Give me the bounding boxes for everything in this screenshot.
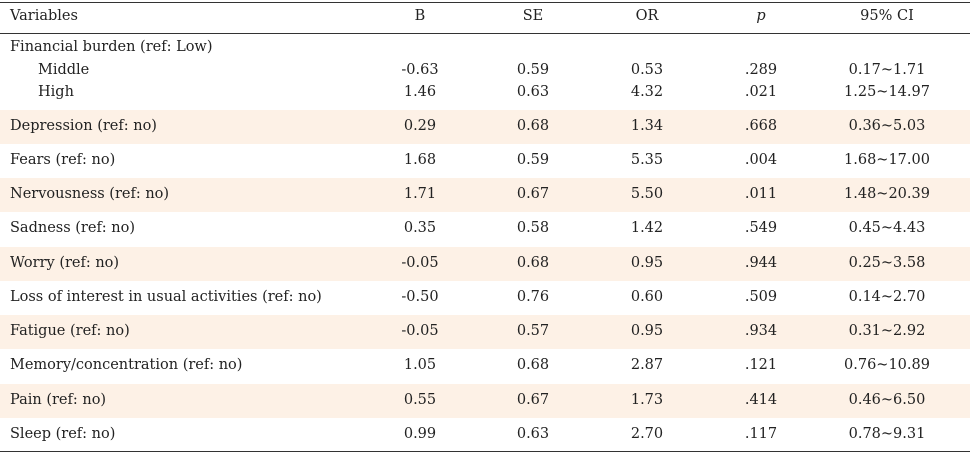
cell-ci: 0.78~9.31 — [832, 426, 942, 442]
cell-ci: 0.36~5.03 — [832, 118, 942, 134]
cell-or: 1.34 — [602, 118, 692, 134]
table-top-rule — [0, 2, 970, 3]
table-row: Fears (ref: no) 1.68 0.59 5.35 .004 1.68… — [0, 144, 970, 178]
cell-or: 0.60 — [602, 289, 692, 305]
cell-p: .934 — [716, 323, 806, 339]
cell-or: 5.35 — [602, 152, 692, 168]
row-label: Pain (ref: no) — [10, 392, 106, 408]
row-label: Sleep (ref: no) — [10, 426, 115, 442]
table-row-financial-group: Financial burden (ref: Low) — [0, 39, 970, 61]
row-label: Financial burden (ref: Low) — [10, 39, 213, 55]
cell-p: .011 — [716, 186, 806, 202]
cell-p: .021 — [716, 84, 806, 100]
table-row: Nervousness (ref: no) 1.71 0.67 5.50 .01… — [0, 178, 970, 212]
cell-b: -0.50 — [375, 289, 465, 305]
table-row-financial-high: High 1.46 0.63 4.32 .021 1.25~14.97 — [0, 84, 970, 106]
cell-ci: 1.25~14.97 — [832, 84, 942, 100]
header-variables: Variables — [10, 8, 78, 24]
row-label: Nervousness (ref: no) — [10, 186, 169, 202]
cell-b: 0.55 — [375, 392, 465, 408]
cell-or: 4.32 — [602, 84, 692, 100]
header-or: OR — [602, 8, 692, 24]
cell-or: 0.95 — [602, 255, 692, 271]
header-b: B — [375, 8, 465, 24]
table-row: Pain (ref: no) 0.55 0.67 1.73 .414 0.46~… — [0, 384, 970, 418]
cell-se: 0.63 — [488, 84, 578, 100]
row-label: Sadness (ref: no) — [10, 220, 135, 236]
table-row: Loss of interest in usual activities (re… — [0, 281, 970, 315]
cell-p: .549 — [716, 220, 806, 236]
header-ci: 95% CI — [832, 8, 942, 24]
cell-b: 0.35 — [375, 220, 465, 236]
cell-ci: 0.14~2.70 — [832, 289, 942, 305]
cell-se: 0.58 — [488, 220, 578, 236]
header-p: p — [716, 8, 806, 24]
cell-se: 0.67 — [488, 392, 578, 408]
row-label: Memory/concentration (ref: no) — [10, 357, 242, 373]
cell-ci: 0.31~2.92 — [832, 323, 942, 339]
table-row: Depression (ref: no) 0.29 0.68 1.34 .668… — [0, 110, 970, 144]
cell-b: -0.05 — [375, 323, 465, 339]
cell-p: .668 — [716, 118, 806, 134]
cell-p: .414 — [716, 392, 806, 408]
cell-p: .004 — [716, 152, 806, 168]
cell-se: 0.59 — [488, 62, 578, 78]
table-header-row: Variables B SE OR p 95% CI — [0, 8, 970, 30]
cell-b: 1.71 — [375, 186, 465, 202]
cell-or: 1.73 — [602, 392, 692, 408]
table-row: Memory/concentration (ref: no) 1.05 0.68… — [0, 349, 970, 383]
table-row: Worry (ref: no) -0.05 0.68 0.95 .944 0.2… — [0, 247, 970, 281]
cell-b: 1.05 — [375, 357, 465, 373]
cell-b: 1.68 — [375, 152, 465, 168]
cell-p: .944 — [716, 255, 806, 271]
cell-b: -0.05 — [375, 255, 465, 271]
cell-or: 2.87 — [602, 357, 692, 373]
table-row: Fatigue (ref: no) -0.05 0.57 0.95 .934 0… — [0, 315, 970, 349]
table-row-financial-middle: Middle -0.63 0.59 0.53 .289 0.17~1.71 — [0, 62, 970, 84]
cell-or: 2.70 — [602, 426, 692, 442]
row-label: Worry (ref: no) — [10, 255, 119, 271]
cell-se: 0.68 — [488, 357, 578, 373]
cell-b: 0.99 — [375, 426, 465, 442]
cell-se: 0.76 — [488, 289, 578, 305]
cell-ci: 0.46~6.50 — [832, 392, 942, 408]
row-label: Middle — [38, 62, 89, 78]
row-label: High — [38, 84, 74, 100]
row-label: Fears (ref: no) — [10, 152, 115, 168]
header-se: SE — [488, 8, 578, 24]
table-row: Sleep (ref: no) 0.99 0.63 2.70 .117 0.78… — [0, 418, 970, 451]
row-label: Fatigue (ref: no) — [10, 323, 130, 339]
cell-b: 1.46 — [375, 84, 465, 100]
row-label: Depression (ref: no) — [10, 118, 157, 134]
cell-b: -0.63 — [375, 62, 465, 78]
cell-se: 0.63 — [488, 426, 578, 442]
cell-se: 0.68 — [488, 118, 578, 134]
cell-ci: 1.48~20.39 — [832, 186, 942, 202]
cell-ci: 0.45~4.43 — [832, 220, 942, 236]
row-label: Loss of interest in usual activities (re… — [10, 289, 322, 305]
table-bottom-rule — [0, 451, 970, 452]
cell-ci: 0.17~1.71 — [832, 62, 942, 78]
cell-ci: 1.68~17.00 — [832, 152, 942, 168]
cell-se: 0.67 — [488, 186, 578, 202]
cell-p: .289 — [716, 62, 806, 78]
table-header-rule — [0, 33, 970, 34]
cell-se: 0.57 — [488, 323, 578, 339]
cell-or: 0.95 — [602, 323, 692, 339]
cell-or: 0.53 — [602, 62, 692, 78]
cell-se: 0.68 — [488, 255, 578, 271]
cell-p: .117 — [716, 426, 806, 442]
table-row: Sadness (ref: no) 0.35 0.58 1.42 .549 0.… — [0, 212, 970, 246]
cell-ci: 0.76~10.89 — [832, 357, 942, 373]
cell-b: 0.29 — [375, 118, 465, 134]
cell-ci: 0.25~3.58 — [832, 255, 942, 271]
cell-p: .121 — [716, 357, 806, 373]
cell-or: 5.50 — [602, 186, 692, 202]
cell-se: 0.59 — [488, 152, 578, 168]
cell-or: 1.42 — [602, 220, 692, 236]
cell-p: .509 — [716, 289, 806, 305]
